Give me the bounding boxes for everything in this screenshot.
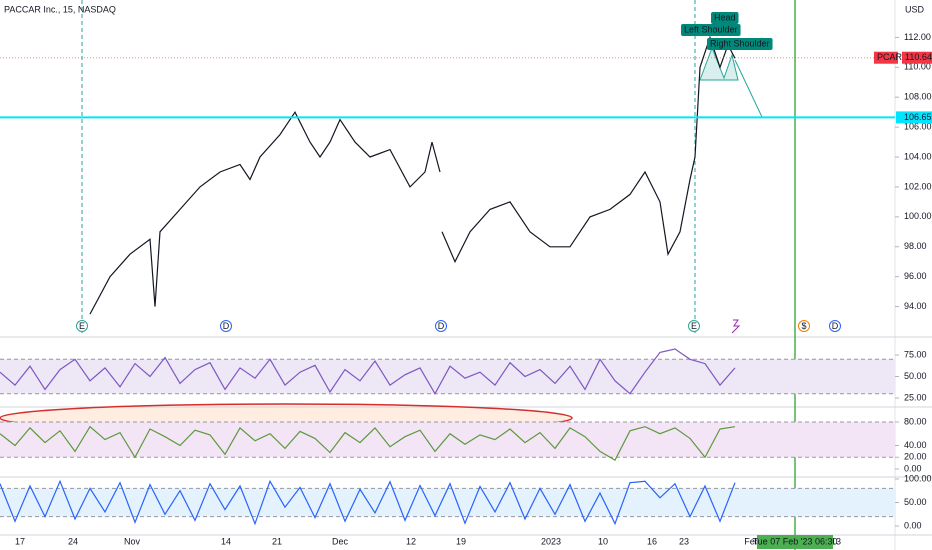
- x-tick-label: Nov: [124, 536, 141, 546]
- dividend-icon: [731, 319, 741, 334]
- x-tick-label: 17: [15, 536, 25, 546]
- series-line: [89, 35, 736, 315]
- pattern-label: Head: [714, 12, 736, 22]
- y-tick-label: 94.00: [904, 301, 927, 311]
- x-tick-label: 23: [679, 536, 689, 546]
- x-tick-label: 21: [272, 536, 282, 546]
- y-tick-label: 110.00: [904, 62, 931, 72]
- indicator-band: [0, 421, 895, 458]
- series-line: [0, 425, 736, 462]
- event-icon: [798, 320, 810, 332]
- event-letter: E: [79, 321, 85, 331]
- event-letter: D: [438, 321, 445, 331]
- pattern-projection: [734, 59, 763, 118]
- series-line: [0, 348, 736, 395]
- y-tick-label: 106.00: [904, 121, 932, 131]
- y-tick-label: 20.00: [904, 452, 927, 462]
- currency: USD: [905, 4, 925, 14]
- x-tick-label: 13: [831, 536, 841, 546]
- indicator-band: [0, 488, 895, 517]
- x-tick-label: Dec: [332, 536, 349, 546]
- crosshair-label-box: [757, 535, 833, 549]
- x-tick-label: 16: [647, 536, 657, 546]
- event-icon: [76, 320, 88, 332]
- pattern-label: Right Shoulder: [710, 38, 770, 48]
- x-tick-label: 10: [598, 536, 608, 546]
- event-icon: [688, 320, 700, 332]
- y-tick-label: 112.00: [904, 32, 931, 42]
- pattern-shape: [699, 46, 739, 81]
- x-tick-label: 19: [456, 536, 466, 546]
- pattern-label-box: [711, 12, 739, 24]
- y-tick-label: 96.00: [904, 271, 927, 281]
- x-tick-label: 12: [406, 536, 416, 546]
- y-tick-label: 25.00: [904, 392, 927, 402]
- pattern-label: Left Shoulder: [684, 24, 738, 34]
- y-tick-label: 50.00: [904, 371, 927, 381]
- y-tick-label: 50.00: [904, 497, 927, 507]
- last-price-label: 110.64: [905, 52, 932, 62]
- y-tick-label: 0.00: [904, 463, 922, 473]
- y-tick-label: 0.00: [904, 520, 922, 530]
- y-tick-label: 102.00: [904, 181, 932, 191]
- event-icon: [220, 320, 232, 332]
- event-letter: D: [223, 321, 230, 331]
- event-letter: D: [832, 321, 839, 331]
- x-tick-label: 2023: [541, 536, 561, 546]
- event-letter: $: [801, 321, 806, 331]
- y-tick-label: 108.00: [904, 92, 932, 102]
- symbol-label: PCAR: [877, 52, 903, 62]
- event-letter: E: [691, 321, 697, 331]
- y-tick-label: 100.00: [904, 211, 932, 221]
- y-tick-label: 104.00: [904, 151, 932, 161]
- x-tick-label: 14: [221, 536, 231, 546]
- symbol-title: PACCAR Inc., 15, NASDAQ: [4, 4, 116, 14]
- pattern-label-box: [681, 24, 741, 36]
- y-tick-label: 100.00: [904, 473, 932, 483]
- y-tick-label: 80.00: [904, 416, 927, 426]
- symbol-box: [874, 51, 898, 64]
- hline-label-box: [896, 111, 932, 124]
- y-tick-label: 98.00: [904, 241, 927, 251]
- x-tick-label: 24: [68, 536, 78, 546]
- y-tick-label: 40.00: [904, 440, 927, 450]
- event-icon: [829, 320, 841, 332]
- hline-label: 106.65: [904, 112, 932, 122]
- x-tick-label: Feb: [744, 536, 760, 546]
- last-price-box: [902, 51, 932, 64]
- pattern-label-box: [707, 38, 773, 50]
- y-tick-label: 75.00: [904, 349, 927, 359]
- crosshair-label: Tue 07 Feb '23 06:30: [753, 536, 838, 546]
- event-icon: [435, 320, 447, 332]
- series-line: [0, 479, 736, 526]
